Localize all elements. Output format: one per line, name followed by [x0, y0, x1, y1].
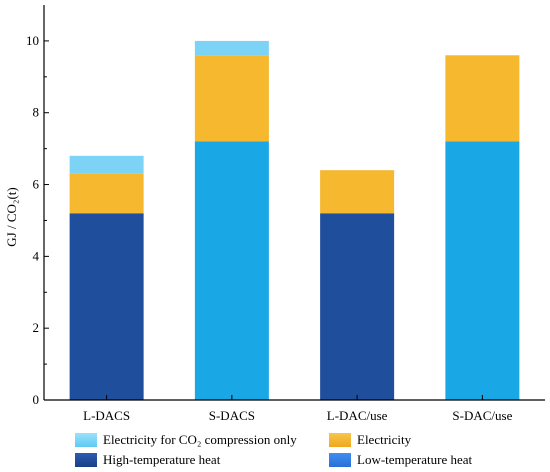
bar-segment-l-dac-use-s0	[320, 213, 395, 400]
y-tick-label: 2	[33, 320, 40, 335]
legend-item-high-temperature-heat: High-temperature heat	[75, 452, 220, 468]
y-tick-label: 10	[26, 33, 39, 48]
bar-segment-l-dacs-s2	[69, 173, 144, 214]
legend-swatch-electricity	[329, 433, 351, 447]
legend-swatch-compression	[75, 433, 97, 447]
bar-segment-s-dacs-s1	[194, 141, 269, 401]
y-ticks: 0 2 4 6 8 10	[26, 33, 49, 407]
bar-segment-s-dac-use-s2	[445, 55, 520, 142]
bar-segment-l-dac-use-s2	[320, 170, 395, 214]
bar-segment-s-dacs-s2	[194, 55, 269, 142]
x-tick-label: S-DAC/use	[452, 408, 512, 423]
x-ticks: L-DACS S-DACS L-DAC/use S-DAC/use	[83, 395, 513, 423]
legend-swatch-low-temperature-heat	[329, 453, 351, 467]
legend-swatch-high-temperature-heat	[75, 453, 97, 467]
bar-segment-s-dac-use-s1	[445, 141, 520, 401]
y-axis-title: GJ / CO₂(t)	[4, 187, 19, 246]
legend-item-low-temperature-heat: Low-temperature heat	[329, 452, 472, 468]
y-tick-label: 6	[33, 177, 40, 192]
legend-label-electricity: Electricity	[357, 432, 412, 447]
x-tick-label: S-DACS	[209, 408, 255, 423]
legend: Electricity for CO₂ compression only Ele…	[75, 430, 545, 470]
y-tick-label: 4	[33, 248, 40, 263]
bar-segment-l-dacs-s0	[69, 213, 144, 400]
legend-item-compression: Electricity for CO₂ compression only	[75, 432, 297, 448]
legend-label-high-temperature-heat: High-temperature heat	[103, 452, 221, 467]
x-tick-label: L-DACS	[83, 408, 130, 423]
bars-layer	[69, 40, 520, 401]
legend-item-electricity: Electricity	[329, 432, 411, 448]
axes-layer	[43, 5, 545, 401]
legend-label-low-temperature-heat: Low-temperature heat	[357, 452, 473, 467]
bar-segment-l-dacs-s3	[69, 155, 144, 174]
bar-segment-s-dacs-s3	[194, 40, 269, 56]
y-tick-label: 8	[33, 105, 40, 120]
y-tick-label: 0	[33, 392, 40, 407]
x-tick-label: L-DAC/use	[327, 408, 388, 423]
legend-label-compression: Electricity for CO₂ compression only	[103, 432, 297, 447]
